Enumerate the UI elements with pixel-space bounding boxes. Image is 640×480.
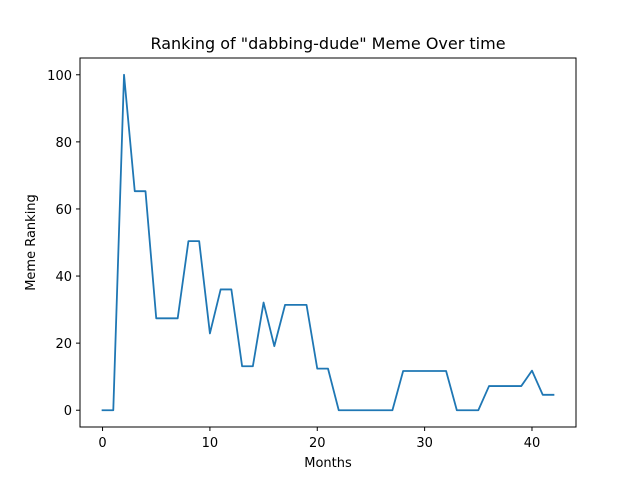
x-tick-label: 10 bbox=[202, 436, 219, 451]
plot-area bbox=[101, 73, 555, 412]
y-tick-label: 0 bbox=[64, 404, 72, 419]
x-tick-label: 30 bbox=[416, 436, 433, 451]
x-tick-label: 40 bbox=[524, 436, 541, 451]
y-axis-label: Meme Ranking bbox=[24, 194, 39, 291]
x-tick-label: 20 bbox=[309, 436, 326, 451]
axis-ticks: 0 10 20 30 40 0 20 40 60 80 100 bbox=[47, 69, 540, 451]
y-tick-label: 100 bbox=[47, 69, 72, 84]
y-tick-label: 20 bbox=[55, 337, 72, 352]
y-tick-label: 60 bbox=[55, 203, 72, 218]
series-line bbox=[101, 73, 555, 412]
y-tick-label: 80 bbox=[55, 136, 72, 151]
y-tick-label: 40 bbox=[55, 270, 72, 285]
x-tick-label: 0 bbox=[98, 436, 106, 451]
x-axis-label: Months bbox=[304, 456, 352, 471]
axes-frame bbox=[79, 57, 577, 428]
chart-title: Ranking of "dabbing-dude" Meme Over time bbox=[150, 34, 505, 53]
